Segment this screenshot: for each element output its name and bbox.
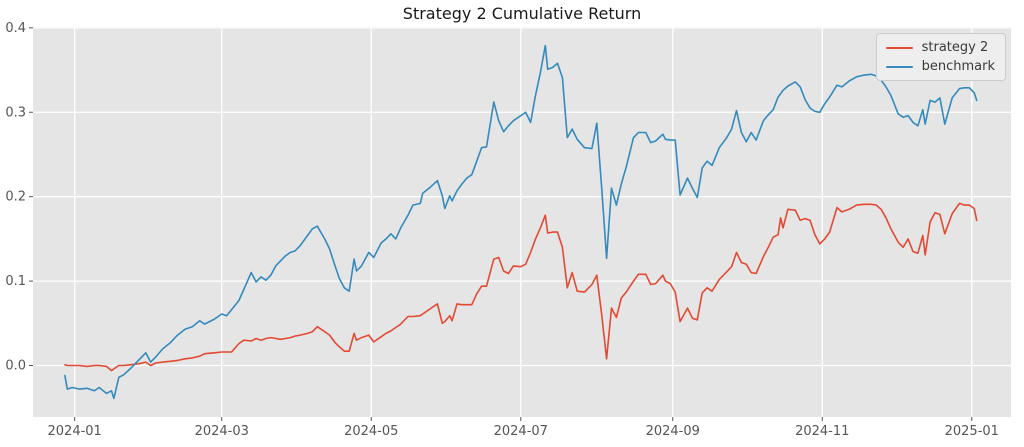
y-tick-label: 0.1 — [5, 274, 26, 289]
legend-label-benchmark: benchmark — [921, 59, 995, 74]
legend: strategy 2 benchmark — [875, 33, 1006, 81]
x-tick-label: 2024-11 — [795, 424, 849, 439]
legend-label-strategy2: strategy 2 — [921, 40, 989, 55]
strategy2-line-swatch — [885, 46, 913, 49]
strategy-2-line — [64, 202, 978, 372]
y-tick-label: 0.4 — [5, 21, 26, 36]
y-tick-label: 0.2 — [5, 190, 26, 205]
y-tick-label: 0.0 — [5, 359, 26, 374]
x-tick-label: 2024-03 — [195, 424, 249, 439]
plot-area — [33, 27, 1011, 417]
benchmark-line — [64, 44, 978, 400]
y-tick-label: 0.3 — [5, 105, 26, 120]
x-tick-label: 2024-07 — [494, 424, 548, 439]
x-tick-label: 2025-01 — [945, 424, 999, 439]
legend-item-benchmark: benchmark — [885, 59, 995, 74]
legend-item-strategy2: strategy 2 — [885, 40, 995, 55]
x-tick-label: 2024-09 — [646, 424, 700, 439]
x-tick-label: 2024-05 — [344, 424, 398, 439]
benchmark-line-swatch — [885, 65, 913, 68]
x-tick-label: 2024-01 — [48, 424, 102, 439]
chart-title: Strategy 2 Cumulative Return — [402, 4, 642, 23]
